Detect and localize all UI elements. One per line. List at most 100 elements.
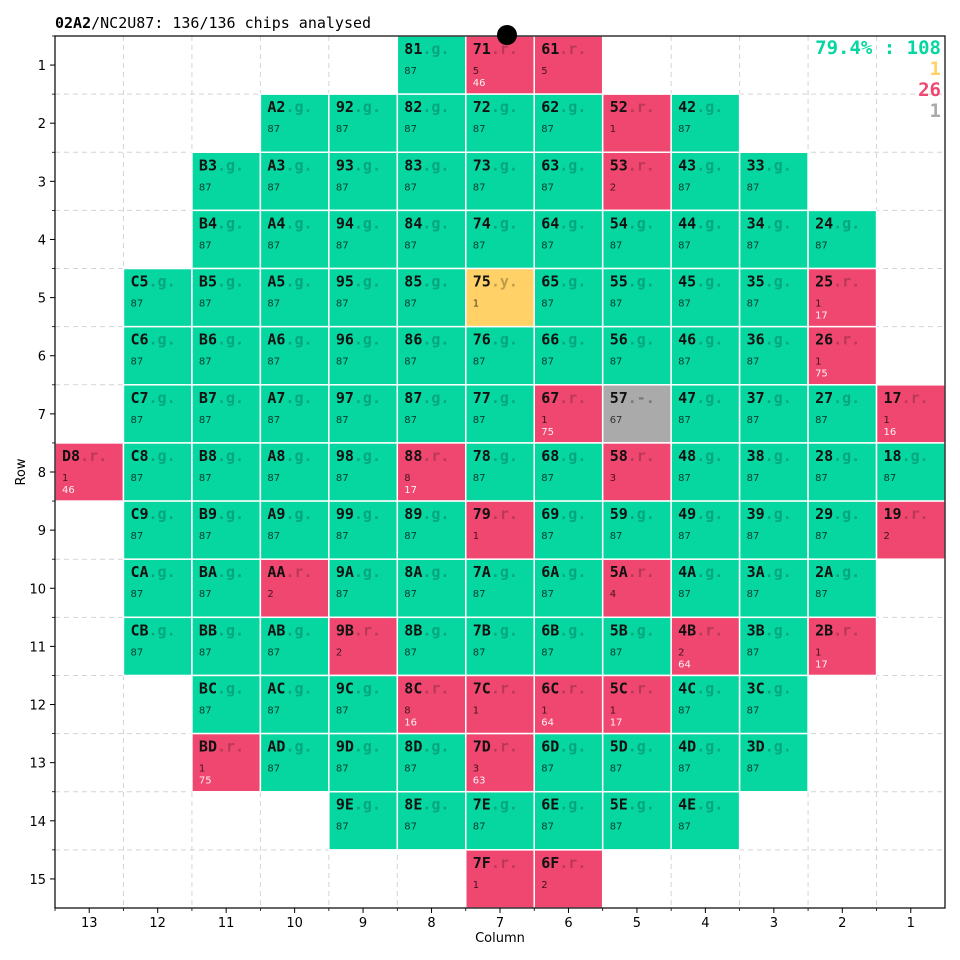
chip-label: A6.g. [267, 331, 312, 349]
chip-count: 87 [267, 415, 280, 426]
chip-label: 35.g. [747, 273, 792, 291]
chip-count: 87 [267, 240, 280, 251]
chip-count: 87 [610, 357, 623, 368]
chip-cell [670, 790, 741, 851]
chip-label: 88.r. [404, 447, 449, 465]
chip-6A: 6A.g. 87 [533, 558, 604, 619]
chip-cell [670, 384, 741, 444]
chip-95: 95.g. 87 [328, 267, 399, 328]
wafer-notch [497, 25, 517, 45]
chip-2B: 2B.r. 117 [807, 616, 878, 677]
chip-label: B7.g. [199, 389, 244, 407]
chip-81: 81.g. 87 [396, 35, 467, 95]
chip-C6: C6.g. 87 [122, 325, 193, 386]
chip-secondary-count: 17 [404, 485, 417, 496]
chip-label: 75.y. [473, 273, 518, 291]
chip-count: 87 [678, 357, 691, 368]
y-tick-label: 8 [38, 466, 46, 481]
chip-count: 87 [815, 589, 828, 600]
chip-cell [191, 500, 262, 560]
chip-A7: A7.g. 87 [259, 384, 330, 444]
chip-47: 47.g. 87 [670, 384, 741, 444]
chip-count: 87 [473, 182, 486, 193]
chip-42: 42.g. 87 [670, 93, 741, 154]
chip-92: 92.g. 87 [328, 93, 399, 154]
chip-label: 7F.r. [473, 854, 518, 872]
chip-68: 68.g. 87 [533, 442, 604, 502]
chip-label: 25.r. [815, 273, 860, 291]
chip-cell [328, 151, 399, 212]
chip-count: 87 [267, 705, 280, 716]
chip-label: 6A.g. [541, 563, 586, 581]
x-axis-label: Column [475, 931, 525, 946]
chip-count: 5 [541, 66, 547, 77]
chip-label: C5.g. [130, 273, 175, 291]
chip-cell [259, 325, 330, 386]
chip-label: 97.g. [336, 389, 381, 407]
chip-count: 87 [678, 415, 691, 426]
chip-count: 87 [336, 589, 349, 600]
chip-77: 77.g. 87 [465, 384, 535, 444]
chip-label: 82.g. [404, 98, 449, 116]
chip-label: 92.g. [336, 98, 381, 116]
chip-cells: 81.g.8771.r.54661.r.5A2.g.8792.g.8782.g.… [54, 35, 946, 909]
chip-count: 87 [404, 299, 417, 310]
chip-count: 4 [610, 589, 616, 600]
chip-count: 87 [747, 647, 760, 658]
chip-label: C7.g. [130, 389, 175, 407]
chip-B5: B5.g. 87 [191, 267, 262, 328]
chip-cell [328, 790, 399, 851]
chip-69: 69.g. 87 [533, 500, 604, 560]
chip-7F: 7F.r. 1 [465, 849, 535, 909]
chip-label: 7A.g. [473, 563, 518, 581]
chip-count: 87 [267, 357, 280, 368]
yield-red-count: 26 [918, 79, 941, 101]
chip-cell [533, 849, 604, 909]
chip-label: 3D.g. [747, 738, 792, 756]
chip-count: 87 [473, 415, 486, 426]
chip-label: BB.g. [199, 621, 244, 639]
chip-cell [328, 558, 399, 619]
chip-count: 87 [678, 240, 691, 251]
chip-C7: C7.g. 87 [122, 384, 193, 444]
chip-count: 87 [747, 357, 760, 368]
chip-count: 87 [199, 589, 212, 600]
chip-cell [738, 267, 809, 328]
chip-count: 87 [473, 822, 486, 833]
chip-secondary-count: 17 [815, 311, 828, 322]
chip-label: 45.g. [678, 273, 723, 291]
chip-count: 87 [610, 822, 623, 833]
chip-26: 26.r. 175 [807, 325, 878, 386]
chip-label: AA.r. [267, 563, 312, 581]
chip-secondary-count: 63 [473, 776, 486, 787]
chip-D8: D8.r. 146 [54, 442, 125, 502]
chip-count: 87 [336, 240, 349, 251]
chip-82: 82.g. 87 [396, 93, 467, 154]
chip-AB: AB.g. 87 [259, 616, 330, 677]
chip-count: 87 [884, 473, 897, 484]
chip-89: 89.g. 87 [396, 500, 467, 560]
chip-label: BC.g. [199, 679, 244, 697]
chip-count: 87 [404, 240, 417, 251]
chip-count: 87 [404, 589, 417, 600]
chip-count: 1 [473, 531, 479, 542]
chip-87: 87.g. 87 [396, 384, 467, 444]
chip-33: 33.g. 87 [738, 151, 809, 212]
chip-count: 2 [541, 880, 547, 891]
chip-56: 56.g. 87 [601, 325, 672, 386]
chip-7D: 7D.r. 363 [465, 732, 535, 793]
chip-count: 87 [267, 531, 280, 542]
chip-6E: 6E.g. 87 [533, 790, 604, 851]
chip-count: 87 [267, 647, 280, 658]
chip-label: C8.g. [130, 447, 175, 465]
chip-cell [191, 616, 262, 677]
chip-37: 37.g. 87 [738, 384, 809, 444]
chip-count: 87 [336, 357, 349, 368]
chip-count: 8 [404, 473, 410, 484]
chip-27: 27.g. 87 [807, 384, 878, 444]
chip-cell [465, 732, 535, 793]
chip-cell [738, 558, 809, 619]
chip-cell [533, 442, 604, 502]
chip-28: 28.g. 87 [807, 442, 878, 502]
